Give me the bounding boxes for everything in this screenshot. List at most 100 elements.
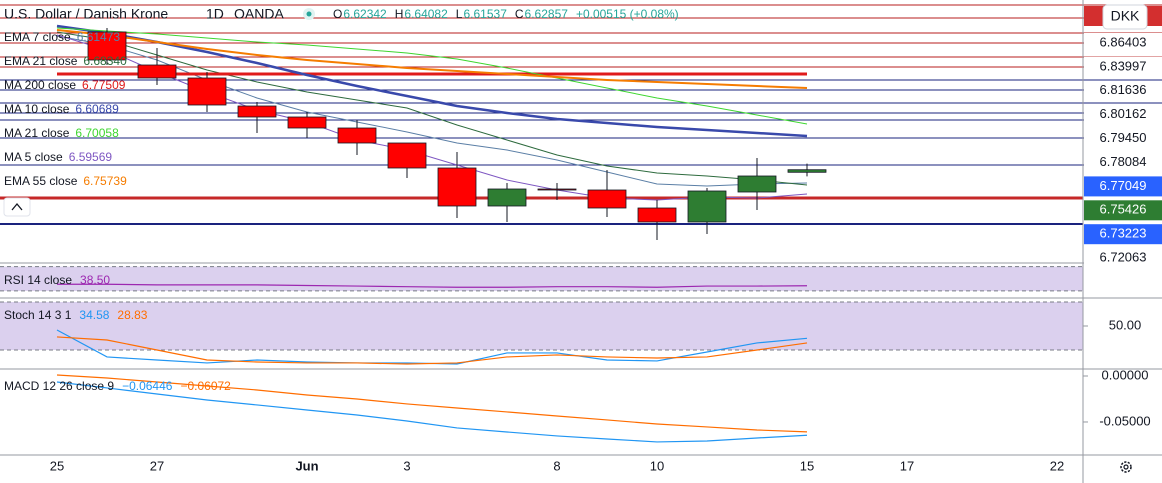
candle-body bbox=[537, 188, 577, 191]
x-tick-label: 3 bbox=[403, 458, 410, 473]
band bbox=[0, 302, 1083, 350]
x-tick-label: 8 bbox=[553, 458, 560, 473]
indicator-line bbox=[56, 31, 808, 186]
settings-icon[interactable] bbox=[1120, 461, 1132, 473]
x-tick-label: 27 bbox=[150, 458, 164, 473]
legend-value: 34.58 bbox=[79, 308, 109, 322]
settings-icon-center[interactable] bbox=[1123, 464, 1129, 470]
price-badge bbox=[1084, 128, 1162, 149]
price-badge-label: 6.77049 bbox=[1100, 178, 1147, 193]
candle-body bbox=[387, 142, 427, 169]
legend-name: MA 21 close bbox=[4, 126, 70, 140]
price-badge-label: 6.86403 bbox=[1100, 34, 1147, 49]
price-badge bbox=[1084, 80, 1162, 101]
indicator-line bbox=[56, 27, 808, 125]
price-badge bbox=[1084, 33, 1162, 53]
legend-name: EMA 55 close bbox=[4, 174, 78, 188]
indicator-line bbox=[56, 34, 808, 201]
price-badge-label: 6.72063 bbox=[1100, 250, 1147, 265]
price-badge-label: 6.80162 bbox=[1100, 106, 1147, 121]
ohlc-letter: L bbox=[456, 7, 463, 21]
pane-title: MACD 12 26 close 9 bbox=[4, 379, 114, 393]
y-tick-label: 50.00 bbox=[1109, 317, 1142, 332]
candle-body bbox=[587, 189, 627, 209]
currency-button[interactable] bbox=[1102, 4, 1148, 30]
ohlc-value: 6.64082 bbox=[404, 7, 448, 21]
status-dot bbox=[306, 11, 312, 17]
legend-name: MA 200 close bbox=[4, 78, 76, 92]
indicator-line bbox=[56, 374, 808, 433]
price-badge bbox=[1084, 200, 1162, 221]
symbol-title: U.S. Dollar / Danish Krone bbox=[4, 6, 168, 22]
candle-body bbox=[437, 167, 477, 207]
x-tick-label: 17 bbox=[900, 458, 914, 473]
legend-name: MA 10 close bbox=[4, 102, 70, 116]
legend-name: MA 5 close bbox=[4, 150, 63, 164]
ohlc-value: 6.62857 bbox=[525, 7, 569, 21]
legend-value: 38.50 bbox=[80, 273, 110, 287]
indicator-line bbox=[57, 283, 808, 288]
price-badge-label: 6.83997 bbox=[1100, 58, 1147, 73]
price-badge bbox=[1084, 56, 1162, 77]
legend-name: EMA 7 close bbox=[4, 30, 71, 44]
price-badge bbox=[1084, 152, 1162, 173]
ohlc-value: 6.62342 bbox=[343, 7, 387, 21]
price-badge-label: 6.79450 bbox=[1100, 130, 1147, 145]
price-badge-label: 6.81636 bbox=[1100, 82, 1147, 97]
candle-body bbox=[237, 105, 277, 118]
price-badge bbox=[1084, 224, 1162, 245]
legend-value: 6.75739 bbox=[83, 174, 127, 188]
plot-marks bbox=[0, 24, 1083, 443]
candle-body bbox=[137, 64, 177, 79]
source: OANDA bbox=[234, 6, 284, 22]
candle-body bbox=[687, 190, 727, 223]
pane-title: Stoch 14 3 1 bbox=[4, 308, 72, 322]
collapse-icon[interactable] bbox=[11, 202, 23, 211]
indicator-line bbox=[56, 35, 808, 187]
labels: O 6.62342 H 6.64082 L 6.61537 C 6.62857 +0.00515… bbox=[4, 6, 1162, 473]
change: +0.00515 (+0.08%) bbox=[576, 7, 679, 21]
ohlc-value: 6.61537 bbox=[463, 7, 507, 21]
legend-value: −0.06446 bbox=[122, 379, 173, 393]
x-tick-label: 25 bbox=[50, 458, 64, 473]
legend-value: 6.59569 bbox=[69, 150, 113, 164]
pane-title: RSI 14 close bbox=[4, 273, 72, 287]
legend-value: 6.70058 bbox=[75, 126, 119, 140]
price-badge bbox=[1084, 176, 1162, 197]
indicator-line bbox=[56, 24, 808, 138]
x-tick-label: 22 bbox=[1050, 458, 1064, 473]
x-tick-label: Jun bbox=[295, 458, 318, 473]
candle-body bbox=[87, 31, 127, 61]
ohlc-letter: H bbox=[395, 7, 404, 21]
legend-value: 6.61473 bbox=[77, 30, 121, 44]
legend-value: 6.68340 bbox=[83, 54, 127, 68]
legend-value: 6.77509 bbox=[82, 78, 126, 92]
legend-value: 28.83 bbox=[117, 308, 147, 322]
currency-label[interactable]: DKK bbox=[1111, 8, 1140, 24]
candle-body bbox=[637, 207, 677, 223]
candle-body bbox=[787, 169, 827, 173]
legend-value: 6.60689 bbox=[75, 102, 119, 116]
interval: 1D bbox=[206, 6, 224, 22]
candle-body bbox=[737, 175, 777, 193]
price-badge-label: 6.78084 bbox=[1100, 154, 1147, 169]
ohlc-letter: O bbox=[333, 7, 342, 21]
price-badge bbox=[1084, 248, 1162, 269]
legend-value: −0.06072 bbox=[180, 379, 231, 393]
indicator-line bbox=[56, 336, 808, 365]
indicator-line bbox=[56, 381, 808, 443]
y-tick-label: 0.00000 bbox=[1102, 367, 1149, 382]
price-badge bbox=[1084, 104, 1162, 125]
x-tick-label: 15 bbox=[800, 458, 814, 473]
collapse-button[interactable] bbox=[3, 197, 31, 217]
legend-name: EMA 21 close bbox=[4, 54, 78, 68]
price-badge-label: 6.73223 bbox=[1100, 226, 1147, 241]
candle-body bbox=[487, 188, 527, 207]
price-badge-label: 6.75426 bbox=[1100, 202, 1147, 217]
ohlc-letter: C bbox=[515, 7, 524, 21]
candle-body bbox=[337, 127, 377, 144]
candle-body bbox=[287, 116, 327, 129]
